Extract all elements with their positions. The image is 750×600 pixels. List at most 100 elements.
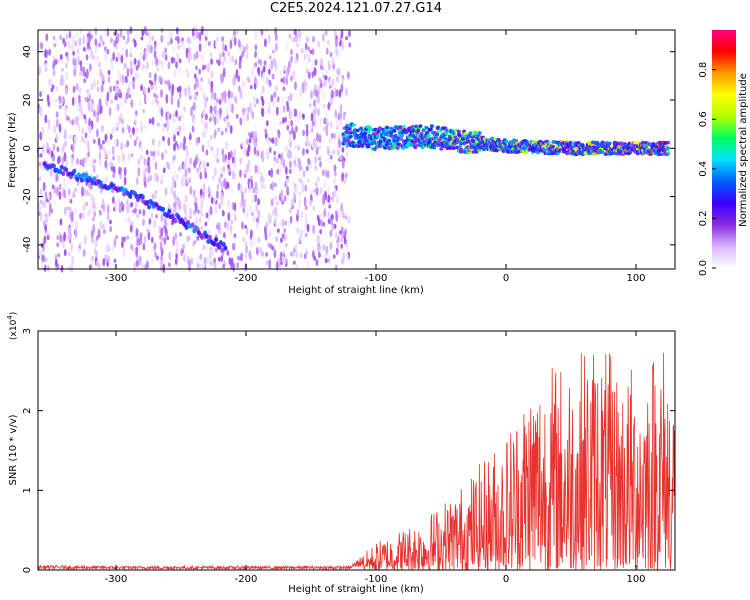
band-cell — [458, 133, 462, 138]
noise-cell — [85, 201, 89, 207]
noise-cell — [201, 144, 205, 153]
noise-cell — [256, 149, 260, 157]
colorbar-gradient — [712, 30, 736, 268]
noise-cell — [325, 47, 329, 56]
y-scale-exponent: 4 — [6, 315, 14, 320]
band-cell — [666, 152, 670, 156]
noise-cell — [110, 99, 113, 104]
noise-cell — [319, 212, 323, 221]
top-y-axis-label: Frequency (Hz) — [7, 112, 18, 188]
descending-track-cell — [218, 240, 223, 246]
noise-cell — [140, 84, 144, 92]
noise-cell — [335, 125, 339, 130]
noise-cell — [151, 193, 155, 200]
noise-cell — [347, 71, 350, 80]
noise-cell — [114, 202, 118, 211]
descending-track-cell — [223, 245, 228, 251]
noise-cell — [317, 84, 321, 92]
noise-cell — [106, 91, 110, 102]
noise-cell — [176, 52, 180, 62]
noise-cell — [301, 82, 305, 91]
noise-cell — [42, 261, 45, 269]
noise-cell — [66, 206, 70, 211]
band-cell — [477, 131, 482, 135]
x-tick-label: -100 — [365, 574, 388, 585]
noise-cell — [247, 106, 251, 114]
noise-cell — [289, 92, 293, 102]
noise-cell — [235, 113, 239, 119]
noise-cell — [314, 188, 317, 193]
noise-cell — [145, 60, 149, 71]
noise-cell — [73, 68, 77, 77]
noise-cell — [101, 124, 104, 133]
noise-cell — [239, 89, 243, 100]
noise-cell — [200, 225, 204, 231]
noise-cell — [194, 202, 198, 213]
noise-cell — [153, 92, 156, 98]
noise-cell — [216, 190, 219, 200]
noise-cell — [246, 76, 250, 82]
noise-cell — [244, 224, 248, 229]
noise-cell — [154, 172, 158, 182]
noise-cell — [317, 40, 320, 48]
noise-cell — [296, 112, 300, 123]
noise-cell — [164, 217, 167, 228]
noise-cell — [217, 127, 221, 132]
noise-cell — [329, 154, 333, 160]
noise-cell — [266, 76, 269, 86]
noise-cell — [38, 211, 41, 217]
noise-cell — [61, 96, 64, 105]
noise-cell — [188, 47, 192, 56]
noise-cell — [96, 128, 99, 138]
band-cell — [504, 139, 509, 144]
x-tick-label: 100 — [626, 574, 645, 585]
noise-cell — [129, 60, 133, 68]
descending-track-cell — [214, 237, 219, 243]
noise-cell — [198, 68, 202, 75]
noise-cell — [281, 218, 285, 228]
noise-cell — [322, 193, 325, 204]
noise-cell — [102, 146, 106, 152]
band-cell — [428, 127, 433, 132]
noise-cell — [228, 167, 232, 172]
noise-cell — [302, 228, 306, 233]
noise-cell — [81, 126, 85, 135]
noise-cell — [177, 44, 181, 50]
noise-cell — [339, 40, 342, 47]
noise-cell — [339, 109, 343, 120]
noise-cell — [77, 95, 81, 101]
noise-cell — [154, 72, 157, 81]
noise-cell — [55, 111, 59, 118]
noise-cell — [275, 85, 278, 92]
noise-cell — [146, 260, 149, 269]
noise-cell — [197, 157, 201, 163]
noise-cell — [58, 123, 62, 133]
noise-cell — [337, 209, 341, 218]
noise-cell — [209, 105, 213, 114]
noise-cell — [321, 33, 325, 42]
noise-cell — [324, 258, 328, 264]
noise-cell — [239, 169, 242, 178]
noise-cell — [184, 212, 188, 219]
noise-cell — [110, 37, 113, 43]
noise-cell — [175, 36, 178, 41]
band-cell — [447, 137, 452, 142]
band-cell — [501, 149, 506, 154]
noise-cell — [176, 239, 179, 248]
band-cell — [351, 123, 356, 127]
noise-cell — [59, 104, 62, 110]
noise-cell — [233, 213, 237, 222]
noise-cell — [280, 152, 284, 161]
noise-cell — [336, 241, 340, 249]
noise-cell — [288, 135, 291, 144]
noise-cell — [174, 232, 178, 240]
noise-cell — [172, 117, 176, 124]
noise-cell — [254, 194, 258, 203]
noise-cell — [247, 144, 251, 152]
noise-cell — [96, 79, 100, 86]
noise-cell — [335, 41, 338, 48]
noise-cell — [164, 225, 167, 234]
noise-cell — [306, 260, 310, 270]
noise-cell — [298, 37, 302, 42]
noise-cell — [215, 247, 218, 253]
